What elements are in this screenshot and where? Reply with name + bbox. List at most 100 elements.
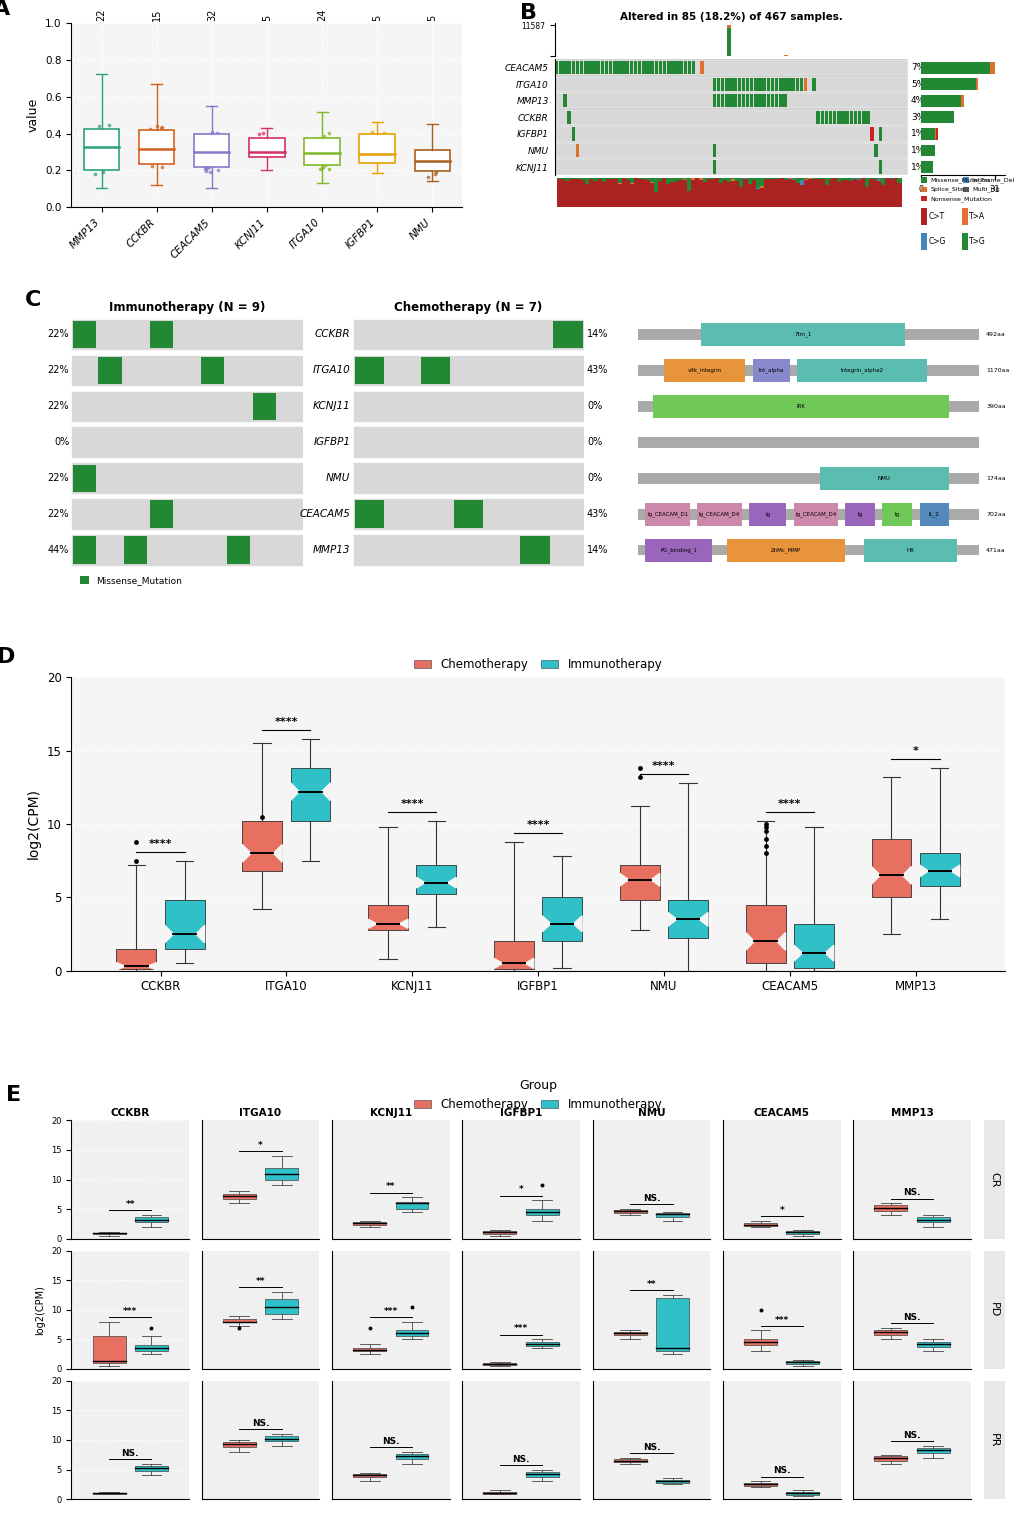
Bar xyxy=(700,323,904,345)
Bar xyxy=(752,359,789,382)
Bar xyxy=(751,180,755,207)
Text: NMU: NMU xyxy=(877,476,890,481)
Bar xyxy=(844,180,848,207)
Title: ITGA10: ITGA10 xyxy=(239,1108,281,1119)
Text: C>T: C>T xyxy=(927,212,944,221)
Point xyxy=(87,161,103,186)
Point xyxy=(196,137,212,161)
Bar xyxy=(920,62,988,73)
Text: 702aa: 702aa xyxy=(985,511,1005,516)
Bar xyxy=(935,128,936,140)
Bar xyxy=(353,318,584,350)
Bar xyxy=(194,134,229,167)
Point xyxy=(209,132,225,157)
Bar xyxy=(827,178,832,207)
Bar xyxy=(355,356,384,384)
Bar xyxy=(71,426,303,458)
Bar xyxy=(353,391,584,422)
Bar xyxy=(616,61,621,75)
Text: In_Frame_Del: In_Frame_Del xyxy=(972,178,1014,183)
Point xyxy=(312,140,328,164)
Bar xyxy=(124,536,147,563)
Point xyxy=(143,122,159,146)
Point xyxy=(752,1298,768,1323)
Point xyxy=(426,143,442,167)
Bar xyxy=(72,321,96,349)
Text: D: D xyxy=(0,647,15,667)
Bar xyxy=(702,178,706,183)
Text: ****: **** xyxy=(274,717,298,728)
Bar xyxy=(729,78,732,91)
Point xyxy=(209,122,225,146)
Bar xyxy=(761,78,765,91)
Text: 22%: 22% xyxy=(48,473,69,482)
Bar xyxy=(613,1210,646,1213)
Polygon shape xyxy=(698,913,707,927)
Bar xyxy=(920,111,954,123)
Bar xyxy=(565,178,569,181)
Bar xyxy=(920,94,960,107)
Bar xyxy=(395,1202,428,1208)
Bar xyxy=(757,78,761,91)
Point xyxy=(99,152,115,177)
Bar xyxy=(265,1167,298,1180)
Bar xyxy=(526,1208,558,1215)
Point xyxy=(231,1315,248,1339)
Text: IL_2: IL_2 xyxy=(928,511,938,517)
Point xyxy=(199,126,215,151)
Text: NS.: NS. xyxy=(903,1312,920,1321)
Bar xyxy=(962,178,968,183)
Point xyxy=(211,146,227,170)
Title: CCKBR: CCKBR xyxy=(110,1108,150,1119)
Point xyxy=(86,131,102,155)
Bar xyxy=(593,181,597,207)
Bar xyxy=(759,187,763,207)
Text: ****: **** xyxy=(400,799,424,810)
Bar xyxy=(556,180,560,207)
Bar xyxy=(870,839,911,898)
Bar xyxy=(678,180,682,207)
Bar xyxy=(863,539,956,562)
Bar xyxy=(592,61,595,75)
Point xyxy=(251,122,267,146)
Bar xyxy=(655,1479,689,1482)
Point xyxy=(95,132,111,157)
Text: 24: 24 xyxy=(317,9,327,21)
Bar xyxy=(645,539,711,562)
Bar xyxy=(735,178,739,181)
Point xyxy=(757,811,773,836)
Text: 0%: 0% xyxy=(54,437,69,447)
Bar xyxy=(753,94,757,108)
Point xyxy=(310,126,326,151)
Bar xyxy=(774,94,777,108)
Text: 22%: 22% xyxy=(48,510,69,519)
Text: Ig: Ig xyxy=(894,511,899,516)
Bar xyxy=(815,180,819,207)
Point xyxy=(404,1295,420,1320)
Bar xyxy=(749,78,753,91)
Bar xyxy=(706,178,710,207)
Bar xyxy=(567,61,571,75)
Bar xyxy=(828,111,832,123)
Bar xyxy=(554,160,907,175)
Bar xyxy=(852,180,856,207)
Bar xyxy=(884,178,889,207)
Point xyxy=(93,135,109,160)
Text: HX: HX xyxy=(906,548,913,552)
Bar xyxy=(596,61,599,75)
Bar xyxy=(253,393,275,420)
Text: NS.: NS. xyxy=(642,1443,659,1452)
Bar xyxy=(554,76,907,91)
Bar xyxy=(686,178,690,190)
Bar xyxy=(799,78,803,91)
Bar xyxy=(690,180,694,207)
Point xyxy=(260,143,276,167)
Bar xyxy=(588,61,591,75)
Bar xyxy=(759,186,763,187)
Bar xyxy=(873,1205,907,1210)
Bar xyxy=(638,400,978,412)
Bar xyxy=(265,1300,298,1313)
Bar xyxy=(988,62,995,73)
Bar xyxy=(920,128,934,140)
Bar xyxy=(751,178,755,180)
